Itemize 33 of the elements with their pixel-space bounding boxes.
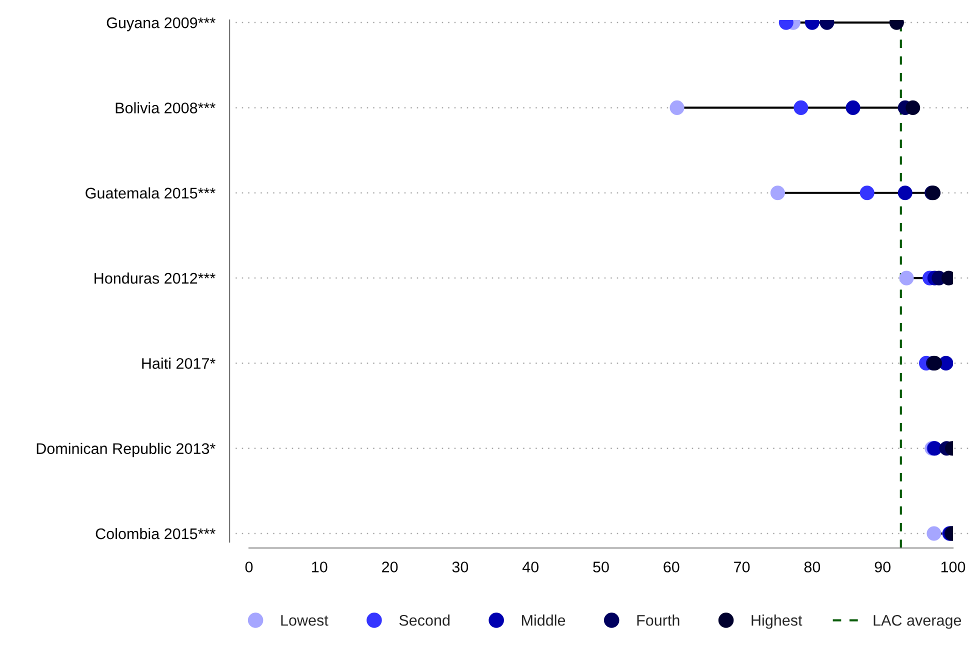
- y-tick-label: Honduras 2012***: [94, 272, 216, 284]
- y-tick-label: Bolivia 2008***: [116, 102, 216, 114]
- y-tick-label: Dominican Republic 2013*: [36, 442, 216, 458]
- x-tick-label: 30: [452, 562, 468, 572]
- x-tick-label: 90: [874, 562, 890, 572]
- x-tick-label: 50: [593, 562, 609, 572]
- legend-label: Middle: [522, 614, 566, 626]
- x-tick-label: 100: [941, 562, 966, 572]
- x-tick-label: 40: [522, 562, 538, 572]
- legend-label: LAC average: [874, 614, 962, 629]
- point: [770, 186, 785, 200]
- x-tick-label: 20: [382, 562, 398, 572]
- point: [846, 100, 860, 115]
- x-tick-label: 0: [245, 562, 253, 572]
- x-tick-label: 80: [804, 562, 820, 572]
- y-tick-label: Guyana 2009***: [106, 17, 216, 32]
- y-tick-label: Guatemala 2015***: [86, 187, 216, 199]
- x-tick-label: 60: [664, 562, 680, 572]
- x-tick-label: 10: [312, 562, 328, 572]
- y-tick-label: Colombia 2015***: [96, 528, 216, 540]
- legend-label: Highest: [752, 614, 802, 629]
- point: [794, 100, 808, 115]
- legend-label: Lowest: [281, 615, 328, 626]
- y-tick-label: Haiti 2017*: [142, 358, 216, 369]
- point: [898, 186, 912, 200]
- legend-label: Fourth: [637, 614, 680, 626]
- point: [860, 186, 874, 200]
- point: [899, 270, 914, 286]
- point: [670, 100, 684, 115]
- x-tick-label: 70: [734, 562, 750, 572]
- legend-label: Second: [399, 614, 450, 626]
- point: [926, 526, 942, 541]
- point: [906, 100, 920, 115]
